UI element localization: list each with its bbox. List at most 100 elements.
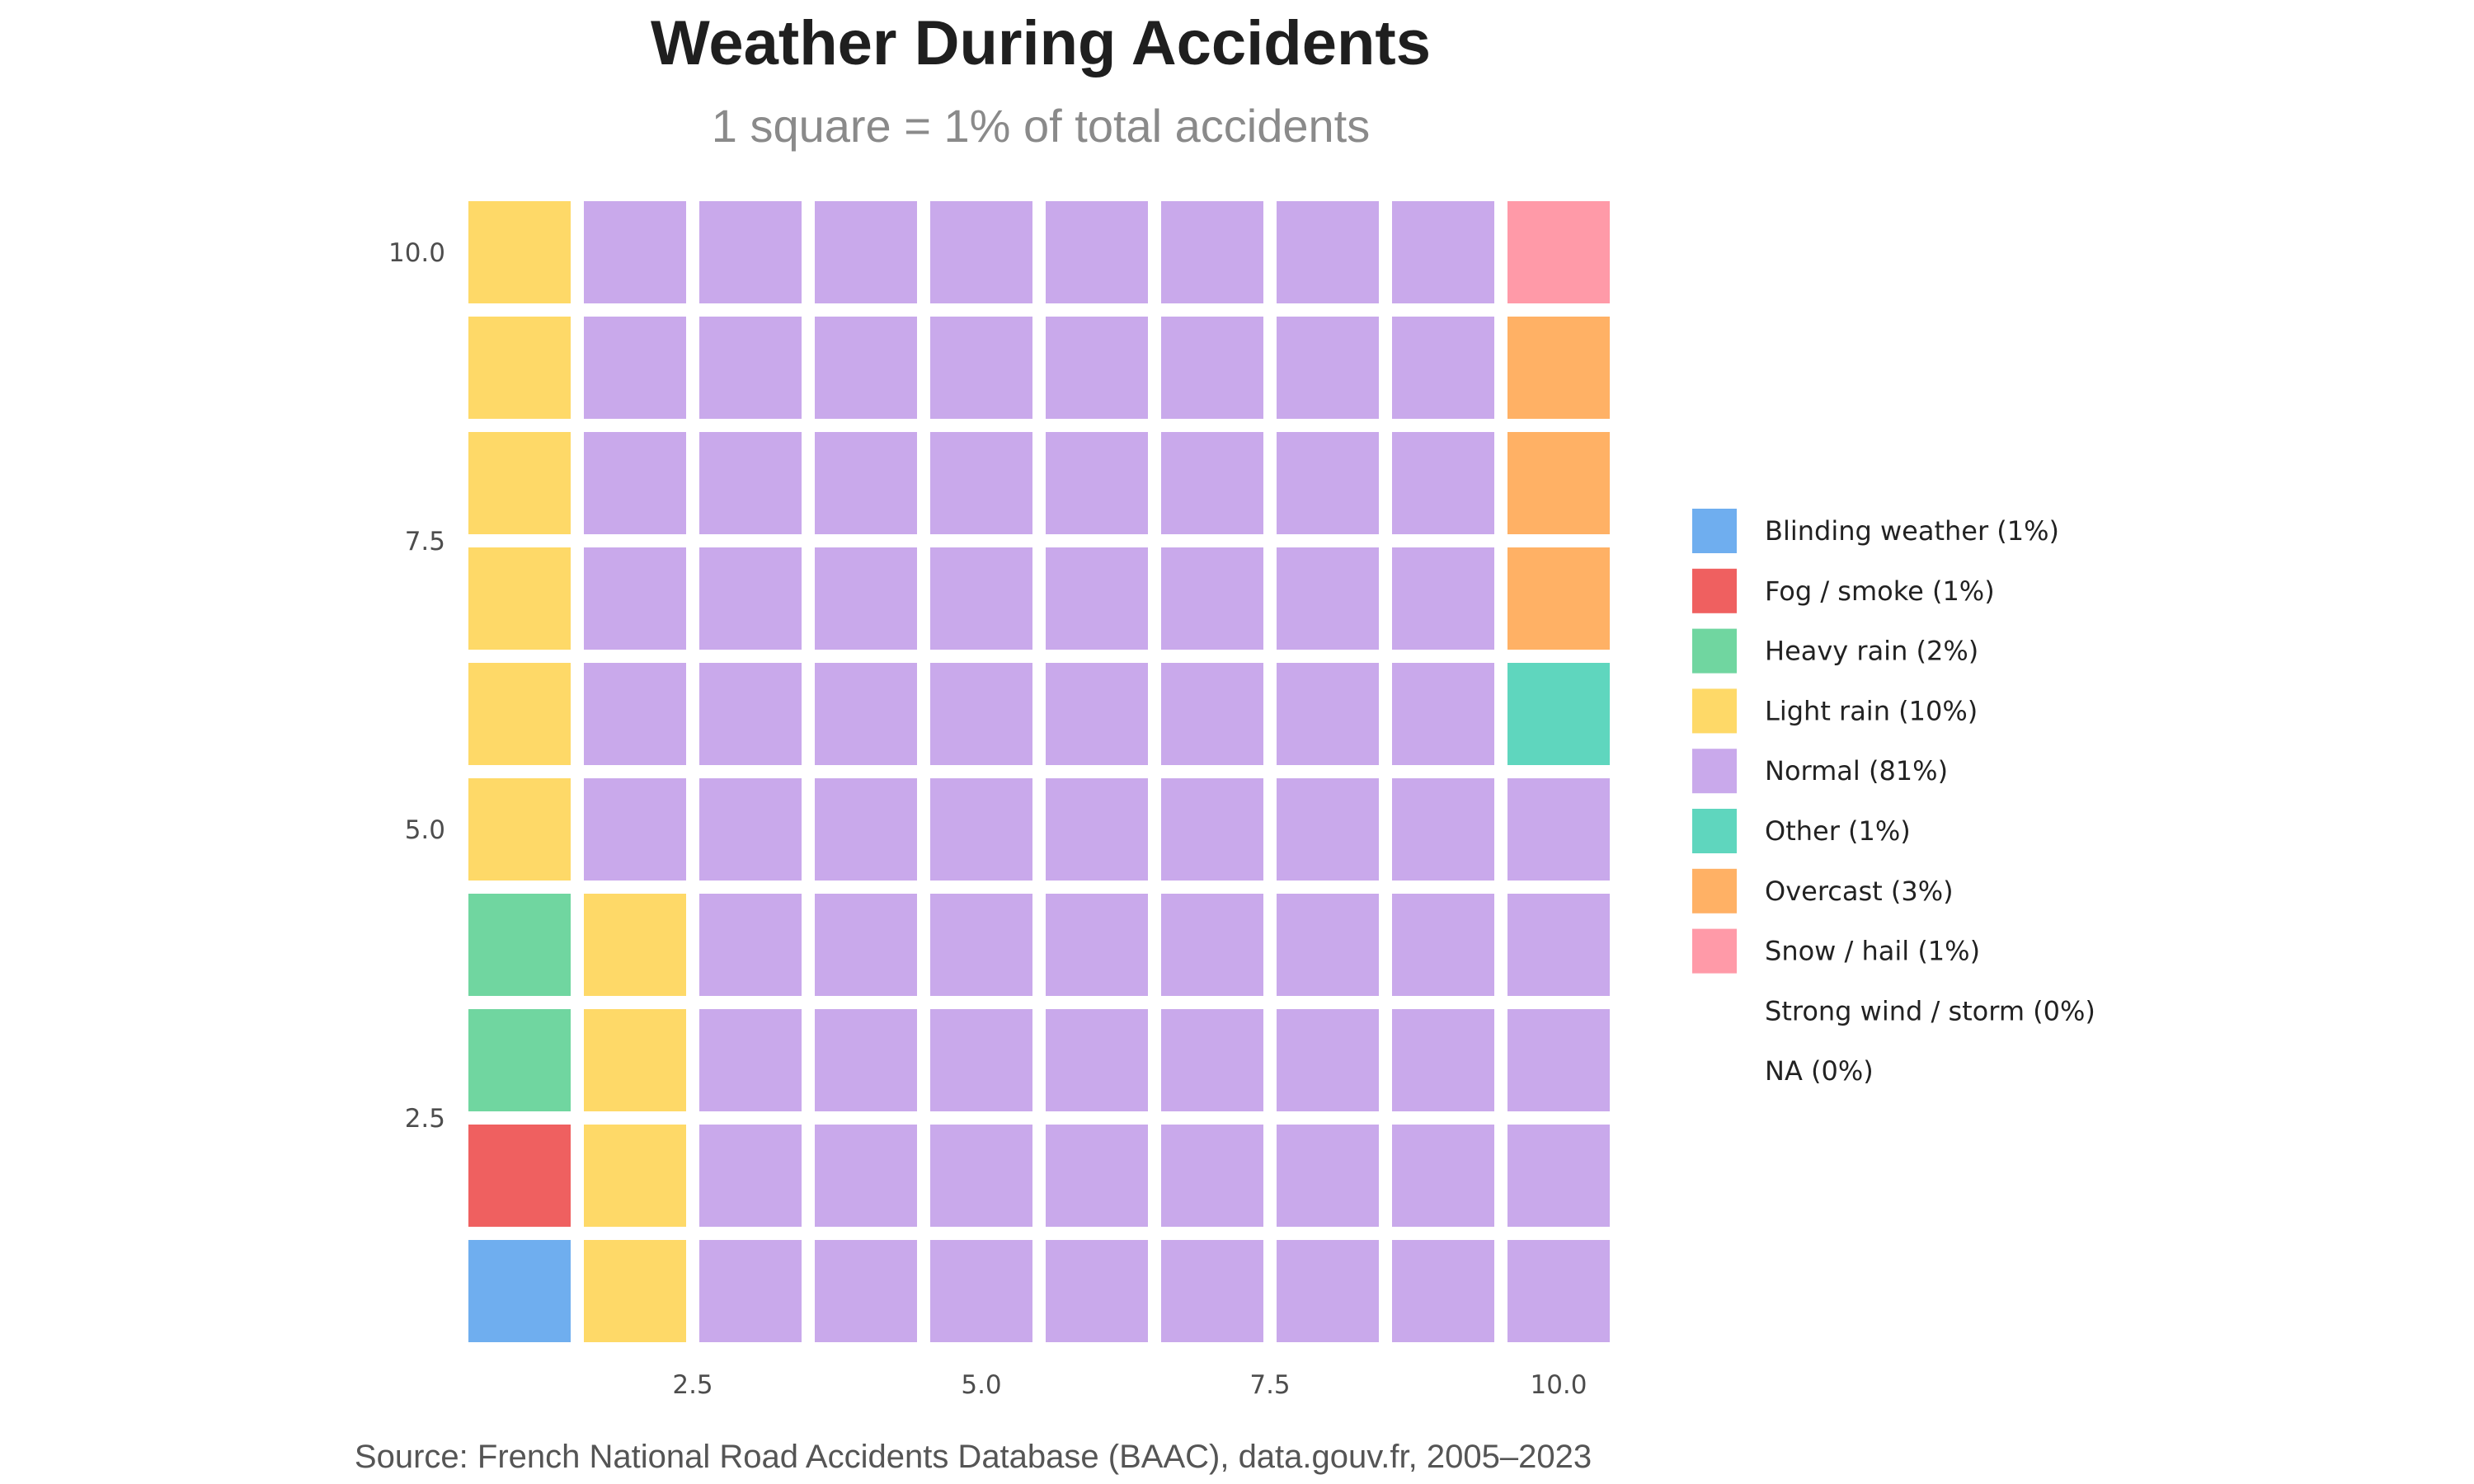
waffle-square: [584, 317, 686, 419]
waffle-square: [584, 432, 686, 534]
waffle-square: [1046, 317, 1148, 419]
waffle-square: [1277, 663, 1379, 765]
legend-label: Light rain (10%): [1765, 695, 1978, 726]
waffle-square: [930, 1240, 1032, 1342]
waffle-square: [815, 1240, 917, 1342]
waffle-square: [1161, 1240, 1263, 1342]
legend-label: Overcast (3%): [1765, 876, 1954, 907]
waffle-square: [699, 778, 802, 881]
waffle-square: [468, 1240, 571, 1342]
waffle-square: [930, 663, 1032, 765]
waffle-square: [815, 1125, 917, 1227]
waffle-square: [1392, 201, 1494, 303]
legend-swatch: [1692, 628, 1737, 674]
waffle-square: [584, 778, 686, 881]
waffle-square: [1277, 1125, 1379, 1227]
waffle-square: [699, 547, 802, 650]
waffle-square: [1161, 1125, 1263, 1227]
legend-swatch: [1692, 809, 1737, 853]
waffle-square: [1392, 1009, 1494, 1111]
legend-swatch: [1692, 928, 1737, 974]
waffle-square: [468, 432, 571, 534]
waffle-square: [468, 317, 571, 419]
x-tick-label: 2.5: [672, 1370, 713, 1400]
waffle-square: [1161, 432, 1263, 534]
legend-swatch: [1692, 568, 1737, 613]
waffle-square: [1277, 432, 1379, 534]
waffle-square: [1277, 1240, 1379, 1342]
waffle-square: [815, 778, 917, 881]
waffle-square: [1161, 778, 1263, 881]
waffle-square: [1161, 1009, 1263, 1111]
waffle-square: [930, 894, 1032, 996]
waffle-square: [1046, 778, 1148, 881]
chart-title: Weather During Accidents: [651, 8, 1431, 78]
legend-label: NA (0%): [1765, 1055, 1874, 1087]
waffle-square: [584, 894, 686, 996]
y-tick-label: 7.5: [405, 527, 445, 556]
waffle-square: [584, 1009, 686, 1111]
waffle-square: [1161, 547, 1263, 650]
waffle-square: [699, 432, 802, 534]
waffle-square: [468, 894, 571, 996]
waffle-square: [1507, 317, 1610, 419]
waffle-square: [1507, 894, 1610, 996]
waffle-square: [1161, 201, 1263, 303]
waffle-square: [1507, 1009, 1610, 1111]
legend-label: Fog / smoke (1%): [1765, 575, 1995, 607]
waffle-square: [1392, 1240, 1494, 1342]
waffle-square: [1277, 1009, 1379, 1111]
waffle-square: [1507, 201, 1610, 303]
waffle-square: [1392, 1125, 1494, 1227]
legend-label: Heavy rain (2%): [1765, 636, 1978, 667]
waffle-square: [699, 201, 802, 303]
waffle-square: [584, 201, 686, 303]
waffle-square: [1392, 778, 1494, 881]
waffle-square: [1277, 317, 1379, 419]
waffle-square: [1161, 894, 1263, 996]
waffle-square: [699, 1240, 802, 1342]
legend-label: Other (1%): [1765, 815, 1911, 847]
waffle-square: [1507, 778, 1610, 881]
x-tick-label: 10.0: [1530, 1370, 1587, 1400]
waffle-square: [1507, 432, 1610, 534]
waffle-square: [468, 201, 571, 303]
waffle-square: [584, 1240, 686, 1342]
waffle-grid: [468, 201, 1610, 1342]
waffle-square: [815, 547, 917, 650]
waffle-square: [584, 1125, 686, 1227]
waffle-square: [930, 1009, 1032, 1111]
waffle-square: [1507, 547, 1610, 650]
waffle-square: [930, 1125, 1032, 1227]
waffle-square: [1392, 894, 1494, 996]
legend-swatch: [1692, 868, 1737, 913]
waffle-square: [1046, 547, 1148, 650]
waffle-square: [1161, 663, 1263, 765]
waffle-square: [1046, 1240, 1148, 1342]
waffle-square: [468, 547, 571, 650]
waffle-square: [930, 778, 1032, 881]
waffle-square: [1277, 547, 1379, 650]
waffle-square: [930, 317, 1032, 419]
legend-swatch: [1692, 509, 1737, 553]
waffle-square: [1046, 894, 1148, 996]
waffle-square: [584, 547, 686, 650]
waffle-square: [1046, 663, 1148, 765]
waffle-square: [1392, 432, 1494, 534]
waffle-square: [468, 1125, 571, 1227]
waffle-square: [584, 663, 686, 765]
waffle-square: [815, 663, 917, 765]
waffle-square: [1507, 663, 1610, 765]
waffle-square: [1392, 317, 1494, 419]
waffle-square: [1046, 1009, 1148, 1111]
legend-label: Snow / hail (1%): [1765, 936, 1980, 967]
x-tick-label: 5.0: [961, 1370, 1001, 1400]
x-axis: 2.5 5.0 7.5 10.0: [672, 1370, 1587, 1400]
legend: Blinding weather (1%) Fog / smoke (1%) Hea…: [1692, 509, 2095, 1087]
waffle-square: [1277, 894, 1379, 996]
waffle-square: [699, 317, 802, 419]
x-tick-label: 7.5: [1249, 1370, 1290, 1400]
y-tick-label: 2.5: [405, 1104, 445, 1134]
waffle-square: [1046, 1125, 1148, 1227]
